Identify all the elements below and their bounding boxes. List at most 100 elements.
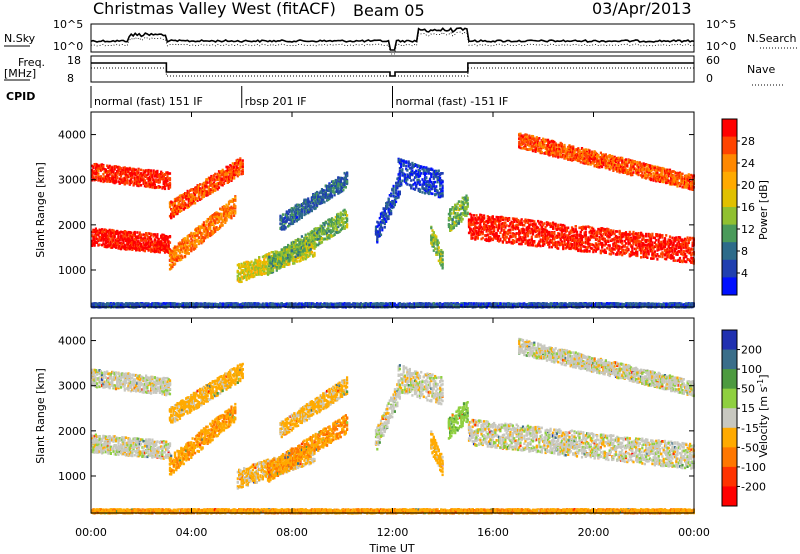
cell — [127, 238, 130, 241]
cell — [192, 188, 195, 191]
cell — [337, 186, 340, 189]
cell — [166, 238, 169, 241]
nsky-line — [90, 26, 695, 51]
cell — [194, 235, 197, 238]
cell — [143, 179, 146, 182]
cell — [129, 178, 133, 182]
cell — [279, 214, 282, 218]
cell — [315, 243, 319, 247]
cell — [313, 207, 316, 211]
cell — [236, 263, 239, 267]
cell — [305, 237, 308, 240]
cell — [322, 228, 325, 231]
cell — [117, 245, 120, 248]
cell — [181, 202, 184, 206]
cell — [142, 169, 145, 172]
cell — [225, 214, 228, 217]
cell — [256, 263, 259, 267]
cell — [239, 277, 242, 280]
cell — [168, 253, 172, 256]
cell — [327, 184, 330, 188]
cell — [336, 227, 339, 231]
cell — [140, 238, 143, 242]
cell — [280, 222, 283, 226]
cell — [119, 178, 123, 181]
cell — [230, 212, 233, 216]
cell — [313, 244, 316, 248]
cell — [119, 236, 123, 239]
cell — [143, 173, 146, 177]
cell — [250, 268, 253, 271]
cell — [211, 190, 214, 194]
cell — [136, 248, 139, 251]
cell — [233, 205, 236, 209]
cell — [186, 251, 189, 255]
cell — [336, 216, 339, 220]
cell — [221, 183, 224, 187]
cell — [215, 215, 218, 219]
cell — [147, 236, 150, 239]
cell — [219, 182, 222, 186]
cell — [161, 233, 164, 237]
cell — [165, 179, 168, 183]
cell — [224, 171, 227, 175]
cell — [439, 176, 442, 180]
cell — [224, 173, 227, 177]
cell — [231, 174, 234, 177]
cell — [285, 246, 288, 250]
cell — [121, 230, 124, 234]
cell — [324, 193, 327, 197]
cell — [337, 220, 340, 224]
cell — [170, 216, 173, 219]
cell — [168, 251, 172, 255]
cell — [298, 203, 301, 207]
cell — [103, 234, 106, 238]
cell — [508, 240, 511, 244]
cell — [222, 205, 226, 208]
cell — [260, 272, 263, 276]
cell — [101, 234, 104, 237]
cell — [307, 232, 310, 236]
cell — [142, 233, 145, 236]
cell — [285, 250, 288, 253]
cell — [212, 231, 216, 234]
cell — [172, 252, 175, 256]
cell — [92, 171, 95, 174]
cell — [150, 239, 153, 242]
cell — [398, 190, 401, 194]
cell — [327, 189, 330, 193]
cell — [148, 175, 151, 179]
cell — [312, 237, 315, 240]
cell — [239, 278, 242, 282]
cell — [168, 177, 172, 180]
cell — [244, 267, 247, 271]
cell — [202, 221, 205, 224]
cell — [107, 170, 110, 174]
cell — [259, 268, 262, 272]
cell — [290, 256, 293, 259]
cell — [385, 220, 388, 223]
cell — [108, 164, 111, 168]
cell — [298, 211, 301, 215]
cell — [246, 273, 249, 277]
cell — [304, 235, 307, 239]
cell — [157, 244, 160, 247]
cell — [236, 161, 239, 165]
cell — [488, 216, 491, 219]
cell — [112, 245, 115, 248]
cell — [233, 170, 236, 173]
cell — [221, 173, 224, 176]
cell — [221, 224, 224, 227]
cell — [116, 166, 119, 169]
cell — [147, 177, 150, 181]
cell — [287, 252, 290, 255]
cell — [274, 258, 277, 261]
cell — [344, 186, 347, 189]
cell — [278, 257, 281, 260]
cell — [240, 280, 243, 283]
cell — [191, 199, 194, 202]
cell — [400, 162, 403, 166]
cell — [107, 178, 110, 182]
cell — [341, 217, 344, 220]
cell — [274, 254, 277, 257]
